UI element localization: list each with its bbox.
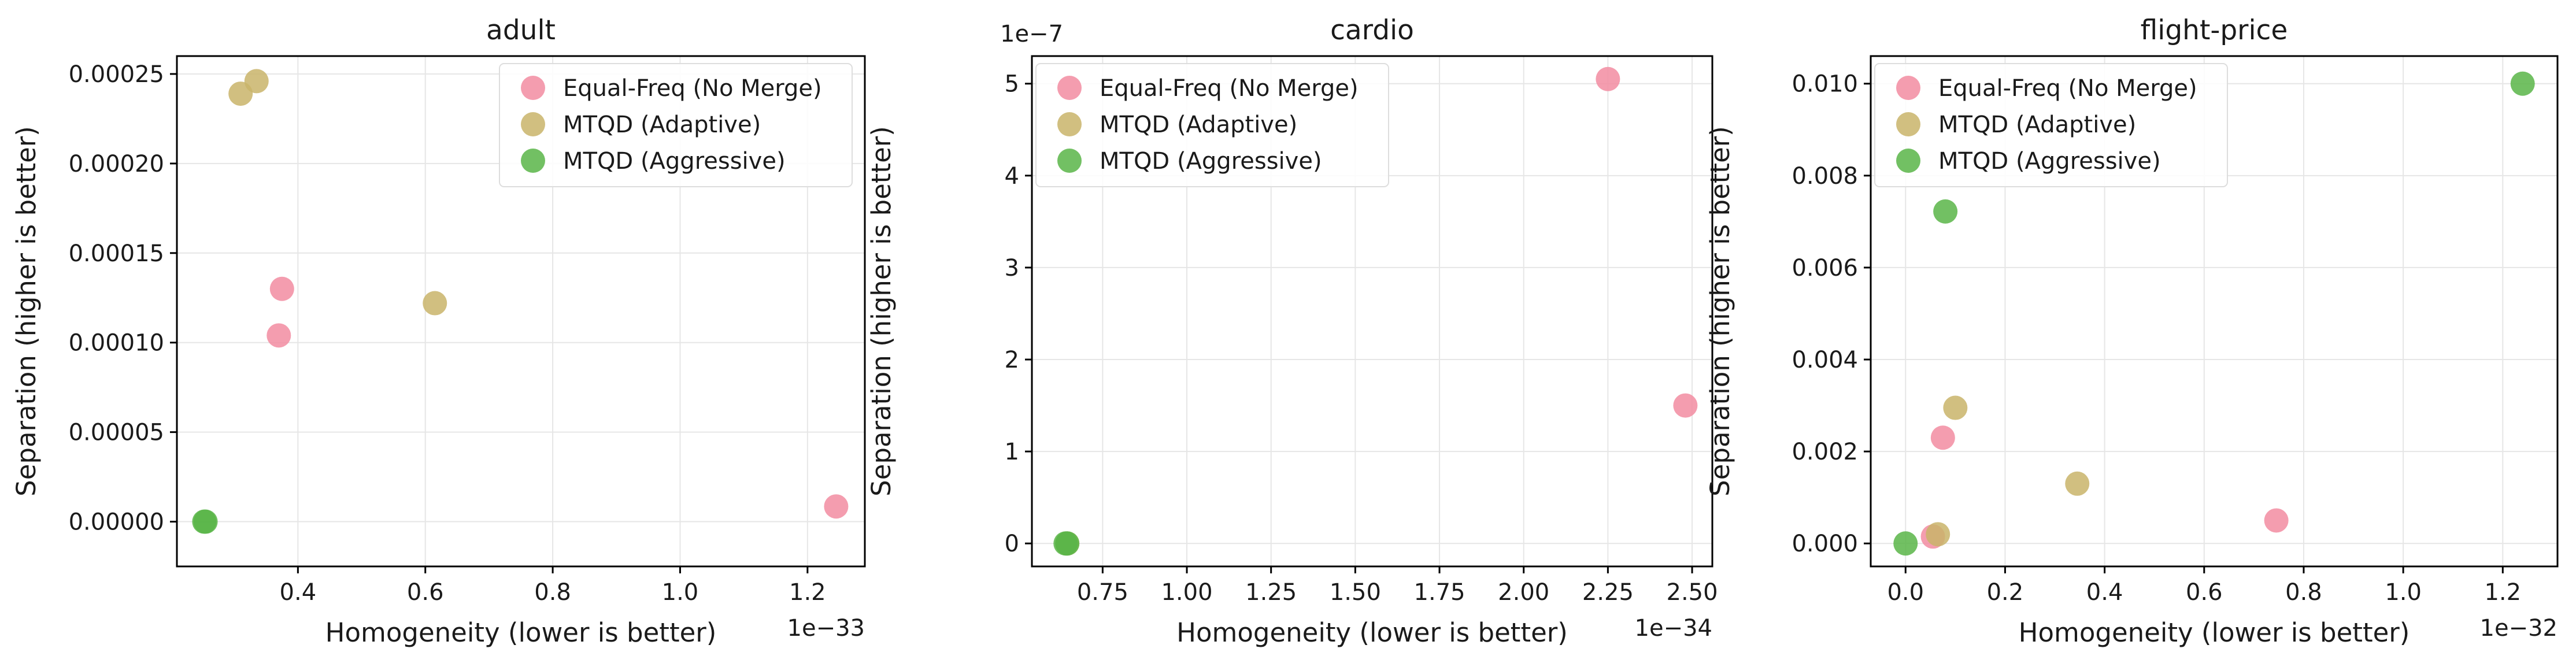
y-tick-label: 0.008: [1792, 163, 1858, 190]
plot-frame: [1031, 55, 1713, 568]
legend-marker-mtqd-adaptive: [1896, 112, 1920, 136]
plot-frame: [176, 55, 866, 568]
x-tick-label: 0.6: [407, 579, 444, 606]
legend: Equal-Freq (No Merge) MTQD (Adaptive) MT…: [1874, 63, 2228, 187]
legend-label-mtqd-adaptive: MTQD (Adaptive): [1938, 112, 2136, 138]
y-tick-label: 0.00005: [69, 420, 164, 446]
x-tick-label: 0.8: [2285, 579, 2322, 606]
legend-marker-mtqd-adaptive: [1057, 112, 1082, 136]
y-tick-label: 0.00025: [69, 61, 164, 88]
legend-marker-mtqd-aggressive: [1057, 149, 1082, 173]
chart-panel-flight-price: 0.0 0.2 0.4 0.6 0.8 1.0 1.2 0.000 0.002 0.004 0.00…: [1705, 14, 2559, 648]
legend-marker-mtqd-aggressive: [521, 149, 545, 173]
x-tick-label: 1.2: [789, 579, 826, 606]
data-point: [269, 276, 294, 301]
x-tick-label: 1.50: [1330, 579, 1381, 606]
x-tick-label: 1.2: [2484, 579, 2521, 606]
data-point: [1943, 395, 1968, 420]
y-tick-label: 0.00010: [69, 330, 164, 357]
plot-frame: [1870, 55, 2559, 568]
x-axis-label: Homogeneity (lower is better): [1176, 617, 1568, 648]
y-tick-label: 0.00020: [69, 151, 164, 177]
legend-label-mtqd-adaptive: MTQD (Adaptive): [1100, 112, 1297, 138]
y-tick-label: 0.006: [1792, 255, 1858, 281]
chart-panel-cardio: 0.75 1.00 1.25 1.50 1.75 2.00 2.25 2.50 0 1 2 3 4 5 c…: [866, 14, 1718, 648]
x-tick-label: 0.8: [534, 579, 571, 606]
legend-label-equal-freq: Equal-Freq (No Merge): [1100, 75, 1359, 102]
y-axis-label: Separation (higher is better): [1705, 126, 1735, 496]
y-tick-label: 0.004: [1792, 347, 1858, 373]
x-tick-label: 0.0: [1887, 579, 1924, 606]
y-tick-label: 4: [1005, 163, 1019, 190]
x-tick-label: 1.75: [1414, 579, 1465, 606]
y-tick-label: 0.00015: [69, 240, 164, 267]
legend-label-mtqd-aggressive: MTQD (Aggressive): [1938, 148, 2161, 175]
data-point: [267, 323, 291, 348]
data-point: [1596, 66, 1620, 91]
x-axis-label: Homogeneity (lower is better): [2019, 617, 2410, 648]
legend-marker-mtqd-aggressive: [1896, 149, 1920, 173]
y-tick-label: 0: [1005, 531, 1019, 557]
x-tick-label: 2.50: [1667, 579, 1718, 606]
x-tick-label: 0.4: [280, 579, 317, 606]
data-point: [824, 494, 849, 519]
x-tick-label: 1.0: [662, 579, 699, 606]
legend-label-mtqd-aggressive: MTQD (Aggressive): [1100, 148, 1322, 175]
data-point: [1933, 199, 1958, 224]
y-tick-label: 1: [1005, 439, 1019, 465]
x-tick-label: 2.25: [1582, 579, 1634, 606]
legend-label-equal-freq: Equal-Freq (No Merge): [563, 75, 822, 102]
legend-label-equal-freq: Equal-Freq (No Merge): [1938, 75, 2197, 102]
data-point: [1930, 425, 1955, 450]
chart-title: cardio: [1330, 14, 1414, 46]
x-tick-label: 2.00: [1498, 579, 1549, 606]
legend-marker-mtqd-adaptive: [521, 112, 545, 136]
chart-title: flight-price: [2141, 14, 2288, 46]
x-tick-label: 1.00: [1161, 579, 1212, 606]
legend-label-mtqd-adaptive: MTQD (Adaptive): [563, 112, 761, 138]
data-point: [2065, 471, 2090, 496]
y-axis-label: Separation (higher is better): [11, 126, 42, 496]
data-point: [2264, 508, 2289, 533]
data-point: [1893, 531, 1918, 556]
y-tick-label: 0.002: [1792, 439, 1858, 465]
x-axis-multiplier: 1e−32: [2480, 615, 2558, 642]
y-tick-label: 0.000: [1792, 531, 1858, 557]
x-tick-label: 0.6: [2186, 579, 2223, 606]
legend-marker-equal-freq: [1057, 76, 1082, 100]
y-axis-multiplier: 1e−7: [1000, 21, 1063, 47]
legend-box: [499, 63, 853, 187]
x-tick-label: 0.2: [1987, 579, 2024, 606]
data-point: [192, 509, 217, 534]
y-axis-label: Separation (higher is better): [866, 126, 897, 496]
x-axis-multiplier: 1e−33: [787, 615, 865, 642]
data-point: [244, 69, 269, 94]
data-point: [1926, 522, 1950, 547]
x-tick-label: 1.0: [2385, 579, 2422, 606]
legend-marker-equal-freq: [1896, 76, 1920, 100]
chart-title: adult: [486, 14, 556, 46]
legend: Equal-Freq (No Merge) MTQD (Adaptive) MT…: [499, 63, 853, 187]
legend-box: [1874, 63, 2228, 187]
x-axis-label: Homogeneity (lower is better): [325, 617, 717, 648]
y-tick-label: 0.010: [1792, 71, 1858, 98]
chart-panel-adult: 0.4 0.6 0.8 1.0 1.2 0.00000 0.00005 0.00010 0.00…: [11, 14, 866, 648]
legend-marker-equal-freq: [521, 76, 545, 100]
legend: Equal-Freq (No Merge) MTQD (Adaptive) MT…: [1035, 63, 1389, 187]
y-tick-label: 2: [1005, 347, 1019, 373]
x-tick-label: 0.75: [1077, 579, 1128, 606]
y-tick-label: 0.00000: [69, 509, 164, 536]
y-tick-label: 3: [1005, 255, 1019, 281]
data-point: [423, 291, 447, 316]
x-tick-label: 0.4: [2086, 579, 2123, 606]
legend-box: [1035, 63, 1389, 187]
data-point: [1673, 393, 1698, 418]
legend-label-mtqd-aggressive: MTQD (Aggressive): [563, 148, 786, 175]
x-axis-multiplier: 1e−34: [1635, 615, 1712, 642]
data-point: [1053, 531, 1078, 556]
x-tick-label: 1.25: [1245, 579, 1297, 606]
data-point: [2510, 71, 2535, 96]
y-tick-label: 5: [1005, 71, 1019, 98]
